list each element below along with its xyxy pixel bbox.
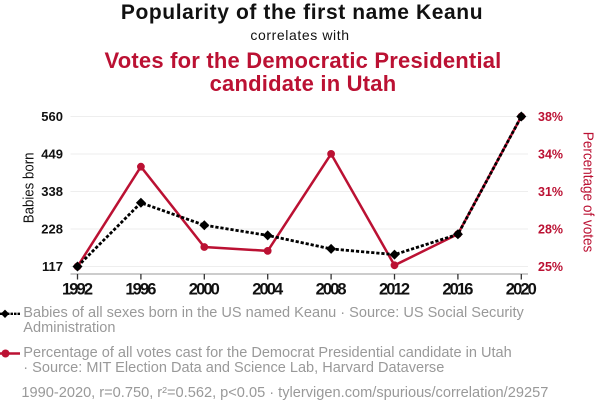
svg-text:34%: 34% [538, 147, 563, 162]
svg-text:2020: 2020 [506, 281, 537, 299]
svg-text:28%: 28% [538, 222, 563, 237]
svg-text:2012: 2012 [379, 281, 410, 299]
svg-text:1996: 1996 [125, 281, 156, 299]
svg-text:228: 228 [41, 222, 63, 237]
svg-text:2004: 2004 [252, 281, 284, 299]
svg-text:2000: 2000 [189, 281, 220, 299]
svg-text:1992: 1992 [62, 281, 93, 299]
svg-text:2008: 2008 [316, 281, 347, 299]
svg-text:Babies born: Babies born [21, 153, 38, 224]
svg-text:25%: 25% [538, 259, 563, 274]
svg-text:560: 560 [41, 109, 63, 124]
svg-text:338: 338 [41, 184, 63, 199]
svg-text:38%: 38% [538, 109, 563, 124]
svg-text:117: 117 [42, 259, 63, 274]
svg-text:Percentage of votes: Percentage of votes [580, 132, 597, 253]
svg-text:31%: 31% [538, 184, 563, 199]
svg-text:449: 449 [41, 147, 63, 162]
svg-text:2016: 2016 [442, 281, 473, 299]
